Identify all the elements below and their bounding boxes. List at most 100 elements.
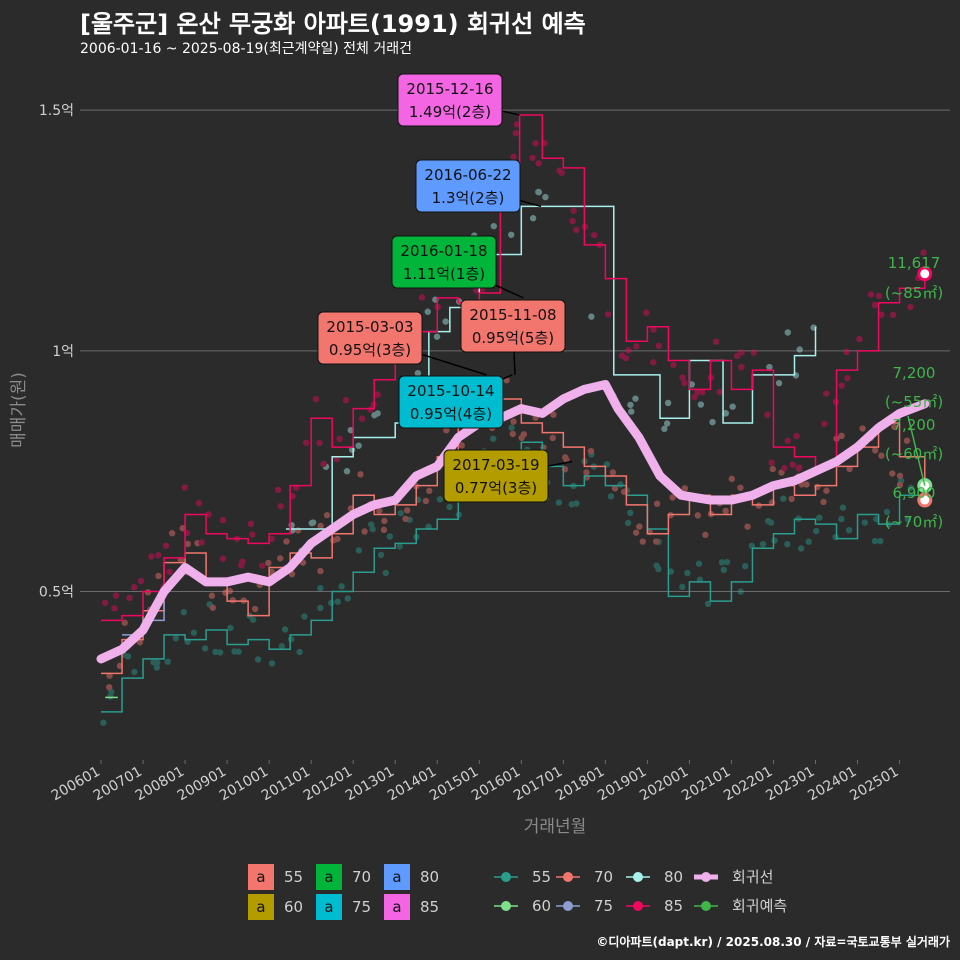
- scatter-point-85: [219, 555, 227, 562]
- x-tick-label: 202501: [847, 764, 901, 805]
- annotation-date: 2015-03-03: [326, 318, 413, 336]
- scatter-point-55: [723, 558, 731, 566]
- prediction-value: 7,200: [893, 416, 936, 434]
- scatter-point-85: [247, 520, 255, 528]
- scatter-point-70: [846, 465, 853, 473]
- prediction-value: 6,900: [893, 484, 936, 502]
- annotation-2017-03-19: 2017-03-19 0.77억(3층): [443, 449, 573, 503]
- scatter-point-55: [268, 660, 276, 667]
- scatter-point-55: [883, 508, 891, 516]
- scatter-point-70: [422, 497, 430, 505]
- scatter-point-80: [535, 188, 543, 196]
- scatter-point-55: [797, 545, 805, 552]
- scatter-point-55: [695, 560, 703, 567]
- scatter-point-70: [549, 434, 556, 442]
- annotation-date: 2015-12-16: [406, 80, 493, 98]
- annotation-box: [391, 235, 497, 289]
- scatter-point-85: [781, 464, 788, 472]
- scatter-point-55: [124, 653, 132, 660]
- scatter-point-70: [144, 589, 152, 596]
- legend-dot-70: [563, 872, 573, 882]
- scatter-point-85: [219, 516, 227, 524]
- scatter-point-85: [513, 121, 521, 128]
- x-axis-title: 거래년월: [524, 817, 587, 837]
- annotation-value: 0.77억(3층): [455, 479, 537, 497]
- scatter-point-55: [805, 538, 812, 545]
- scatter-point-55: [784, 541, 791, 548]
- legend-dot-회귀선: [701, 872, 711, 882]
- scatter-point-70: [702, 531, 709, 539]
- scatter-point-85: [333, 456, 340, 463]
- scatter-point-70: [226, 587, 234, 595]
- scatter-point-70: [136, 639, 144, 646]
- scatter-point-70: [334, 535, 341, 543]
- scatter-point-85: [166, 568, 173, 576]
- annotation-value: 1.3억(2층): [432, 189, 505, 207]
- scatter-point-80: [355, 442, 362, 449]
- scatter-point-70: [194, 539, 201, 547]
- scatter-point-85: [768, 459, 775, 466]
- legend-dot-55: [501, 872, 511, 882]
- scatter-point-70: [179, 525, 186, 532]
- legend-fill-glyph: a: [392, 898, 401, 916]
- scatter-point-70: [283, 538, 290, 545]
- prediction-value: 7,200: [893, 364, 936, 382]
- scatter-point-85: [694, 389, 701, 396]
- scatter-point-70: [426, 487, 433, 495]
- scatter-point-70: [823, 487, 830, 494]
- scatter-point-55: [653, 562, 660, 569]
- legend-fill-label-70: 70: [352, 868, 371, 886]
- legend-fill-glyph: a: [392, 868, 401, 886]
- scatter-point-55: [131, 668, 138, 676]
- series-line-70: [101, 398, 926, 675]
- annotation-value: 0.95억(5층): [472, 329, 554, 347]
- scatter-point-55: [153, 664, 161, 671]
- legend-dot-80: [633, 872, 643, 882]
- scatter-point-55: [704, 600, 712, 608]
- scatter-point-85: [367, 406, 374, 413]
- legend-line-label-회귀예측: 회귀예측: [732, 897, 787, 915]
- scatter-point-55: [765, 517, 772, 525]
- scatter-point-70: [381, 517, 388, 525]
- scatter-point-85: [679, 374, 686, 381]
- scatter-point-85: [838, 382, 845, 389]
- scatter-point-70: [509, 430, 517, 438]
- scatter-point-85: [856, 335, 863, 343]
- scatter-point-70: [611, 485, 619, 492]
- legend-dot-75: [563, 901, 573, 911]
- scatter-point-85: [238, 561, 245, 569]
- scatter-point-55: [382, 569, 390, 577]
- scatter-point-70: [277, 555, 284, 562]
- scatter-point-85: [316, 439, 323, 447]
- scatter-point-85: [418, 294, 426, 301]
- legend-fill-label-80: 80: [420, 868, 439, 886]
- annotation-date: 2016-06-22: [424, 166, 511, 184]
- scatter-point-85: [844, 375, 851, 382]
- scatter-point-55: [317, 604, 324, 612]
- scatter-point-70: [896, 481, 904, 489]
- scatter-point-55: [227, 624, 234, 632]
- scatter-point-80: [424, 308, 431, 315]
- scatter-point-55: [655, 565, 662, 573]
- scatter-point-85: [374, 391, 381, 398]
- scatter-point-70: [458, 442, 465, 449]
- scatter-point-55: [897, 477, 905, 484]
- scatter-point-55: [100, 719, 107, 726]
- legend-fill-glyph: a: [256, 898, 265, 916]
- scatter-point-85: [716, 388, 723, 396]
- scatter-point-70: [330, 537, 337, 544]
- scatter-point-80: [309, 519, 317, 526]
- scatter-point-85: [784, 437, 791, 445]
- scatter-point-70: [317, 522, 324, 530]
- scatter-point-85: [618, 352, 626, 359]
- legend-fill-glyph: a: [256, 868, 265, 886]
- scatter-point-55: [861, 519, 868, 526]
- scatter-point-85: [867, 291, 875, 298]
- scatter-point-55: [254, 656, 262, 663]
- legend-fill-label-85: 85: [420, 898, 439, 916]
- scatter-point-80: [796, 346, 803, 353]
- scatter-point-55: [296, 648, 303, 656]
- scatter-point-85: [738, 349, 745, 356]
- scatter-point-55: [832, 533, 839, 541]
- scatter-point-85: [875, 292, 883, 300]
